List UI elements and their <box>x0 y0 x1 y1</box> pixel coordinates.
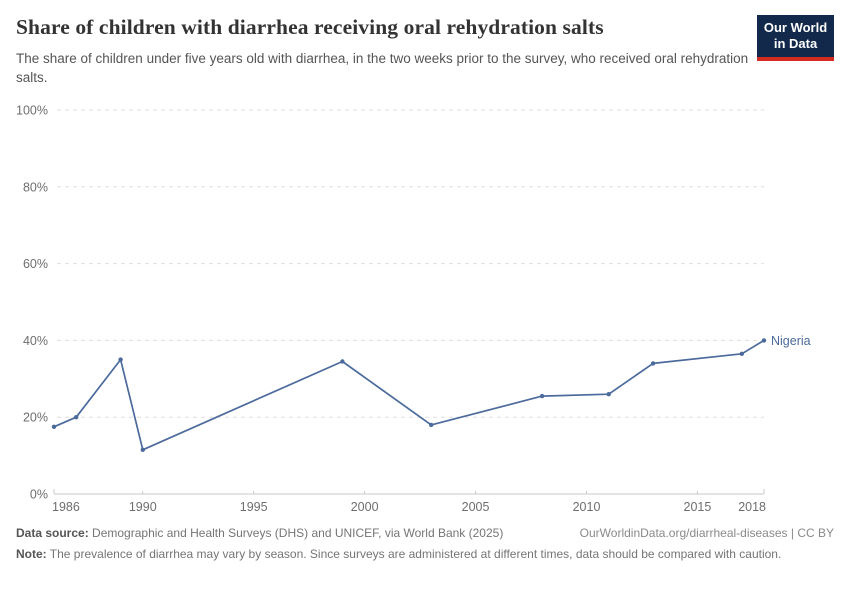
attribution-link[interactable]: OurWorldinData.org/diarrheal-diseases | … <box>579 526 834 540</box>
chart-subtitle: The share of children under five years o… <box>16 50 749 86</box>
y-tick-label-100: 100% <box>16 104 48 118</box>
line-chart: 0% 20% 40% 60% 80% 100% 1986 1990 1995 2000 2005 20… <box>16 104 811 515</box>
data-point-2013 <box>650 361 656 366</box>
y-tick-label-80: 80% <box>23 180 48 194</box>
x-tick-label-1990: 1990 <box>129 500 157 514</box>
x-tick-label-2000: 2000 <box>351 500 379 514</box>
data-point-1986 <box>51 424 57 429</box>
y-tick-label-20: 20% <box>23 411 48 425</box>
data-source-text: Demographic and Health Surveys (DHS) and… <box>92 526 504 540</box>
chart-footer: Data source: Demographic and Health Surv… <box>0 520 850 563</box>
x-tick-label-1986: 1986 <box>52 500 80 514</box>
chart-note-label: Note: <box>16 547 47 561</box>
data-point-2011 <box>606 392 611 397</box>
data-point-1987 <box>74 415 79 420</box>
chart-header: Share of children with diarrhea receivin… <box>0 0 850 90</box>
x-tick-label-2010: 2010 <box>573 500 601 514</box>
y-tick-label-60: 60% <box>23 257 48 271</box>
page-title: Share of children with diarrhea receivin… <box>16 15 604 39</box>
data-point-2008 <box>539 393 545 399</box>
series-line-nigeria <box>53 339 765 451</box>
x-tick-label-2005: 2005 <box>462 500 490 514</box>
data-point-1990 <box>140 447 145 452</box>
y-tick-label-0: 0% <box>30 488 48 502</box>
data-source-label: Data source: <box>16 526 89 540</box>
x-tick-label-1995: 1995 <box>240 500 268 514</box>
data-source: Data source: Demographic and Health Surv… <box>16 526 503 540</box>
y-tick-label-40: 40% <box>23 334 48 348</box>
data-point-2017 <box>739 351 744 356</box>
data-point-1989 <box>118 357 123 362</box>
owid-logo-line2: in Data <box>773 36 818 52</box>
data-point-2003 <box>429 422 434 428</box>
chart-note-text: The prevalence of diarrhea may vary by s… <box>49 547 782 561</box>
x-tick-label-2015: 2015 <box>684 500 712 514</box>
header-text: Share of children with diarrhea receivin… <box>16 15 757 88</box>
owid-logo[interactable]: Our World in Data <box>757 15 834 61</box>
data-point-1999 <box>340 359 345 364</box>
data-point-2018 <box>761 338 767 343</box>
x-tick-label-2018: 2018 <box>738 500 766 514</box>
series-label-nigeria: Nigeria <box>771 334 811 348</box>
chart-note: Note: The prevalence of diarrhea may var… <box>16 547 808 563</box>
owid-logo-line1: Our World <box>763 20 828 35</box>
